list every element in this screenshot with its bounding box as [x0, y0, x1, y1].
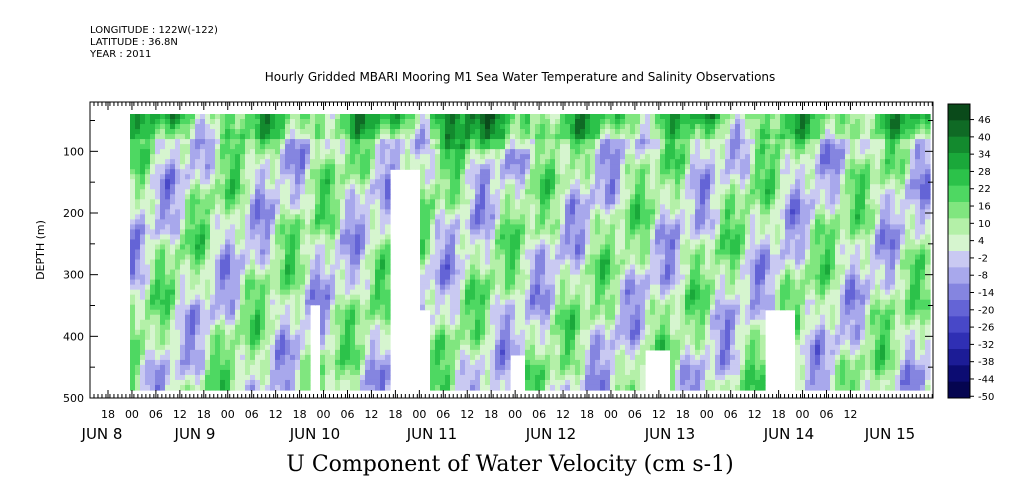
x-day-label: JUN 15	[864, 425, 915, 443]
x-day-label: JUN 14	[763, 425, 814, 443]
x-hour-label: 18	[293, 408, 307, 421]
x-hour-label: 12	[652, 408, 666, 421]
x-hour-label: 06	[724, 408, 738, 421]
x-hour-label: 00	[700, 408, 714, 421]
colorbar-swatch	[948, 332, 970, 350]
colorbar-label: -2	[978, 253, 988, 264]
colorbar-label: -44	[978, 374, 994, 385]
colorbar-label: -50	[978, 392, 994, 403]
x-day-label: JUN 9	[174, 425, 216, 443]
colorbar-swatch	[948, 234, 970, 252]
y-tick-label: 200	[63, 207, 84, 220]
x-hour-label: 06	[245, 408, 259, 421]
x-hour-label: 18	[388, 408, 402, 421]
colorbar-label: 16	[978, 202, 991, 213]
x-hour-label: 00	[796, 408, 810, 421]
colorbar-label: 34	[978, 150, 991, 161]
x-hour-label: 06	[341, 408, 355, 421]
x-day-label: JUN 8	[81, 425, 123, 443]
colorbar-swatch	[948, 267, 970, 285]
x-day-label: JUN 12	[525, 425, 576, 443]
colorbar-swatch	[948, 283, 970, 301]
x-hour-label: 00	[317, 408, 331, 421]
y-tick-label: 300	[63, 269, 84, 282]
x-hour-label: 18	[484, 408, 498, 421]
colorbar-label: -20	[978, 305, 994, 316]
x-day-label: JUN 10	[289, 425, 340, 443]
colorbar-label: -8	[978, 271, 988, 282]
colorbar-label: 22	[978, 184, 991, 195]
heatmap-cells	[130, 114, 931, 391]
colorbar-label: 40	[978, 132, 991, 143]
x-hour-label: 12	[173, 408, 187, 421]
colorbar-label: 4	[978, 236, 984, 247]
colorbar-swatch	[948, 169, 970, 187]
colorbar-swatch	[948, 202, 970, 219]
x-day-label: JUN 13	[644, 425, 695, 443]
x-hour-label: 18	[580, 408, 594, 421]
longitude-label: LONGITUDE : 122W(-122)	[90, 25, 218, 36]
x-hour-label: 06	[436, 408, 450, 421]
x-hour-label: 06	[532, 408, 546, 421]
variable-label: U Component of Water Velocity (cm s-1)	[286, 452, 734, 477]
x-hour-label: 00	[604, 408, 618, 421]
colorbar-label: 10	[978, 219, 991, 230]
colorbar-swatch	[948, 120, 970, 138]
x-hour-label: 06	[149, 408, 163, 421]
x-hour-label: 00	[412, 408, 426, 421]
colorbar-frame	[947, 103, 971, 399]
colorbar-label: -38	[978, 357, 994, 368]
chart-title: Hourly Gridded MBARI Mooring M1 Sea Wate…	[264, 70, 776, 84]
y-axis-label: DEPTH (m)	[34, 220, 47, 280]
x-hour-label: 00	[508, 408, 522, 421]
x-hour-label: 18	[197, 408, 211, 421]
colorbar-swatch	[948, 153, 970, 170]
x-hour-label: 12	[364, 408, 378, 421]
colorbar-label: 46	[978, 115, 991, 126]
x-hour-label: 00	[125, 408, 139, 421]
x-hour-label: 12	[460, 408, 474, 421]
y-tick-label: 100	[63, 145, 84, 158]
colorbar-swatch	[948, 218, 970, 236]
x-hour-label: 18	[676, 408, 690, 421]
y-tick-label: 400	[63, 330, 84, 343]
x-hour-label: 12	[843, 408, 857, 421]
colorbar-swatch	[948, 316, 970, 334]
x-hour-label: 12	[748, 408, 762, 421]
colorbar-swatch	[948, 300, 970, 317]
colorbar-swatch	[948, 365, 970, 383]
x-hour-label: 18	[101, 408, 115, 421]
x-hour-label: 06	[628, 408, 642, 421]
colorbar-swatch	[948, 104, 970, 121]
colorbar-label: -14	[978, 288, 994, 299]
plot-frame	[89, 101, 934, 399]
year-label: YEAR : 2011	[90, 49, 152, 60]
colorbar-label: 28	[978, 167, 991, 178]
x-day-label: JUN 11	[406, 425, 457, 443]
x-hour-label: 06	[820, 408, 834, 421]
x-hour-label: 12	[556, 408, 570, 421]
colorbar-swatch	[948, 136, 970, 154]
y-tick-label: 500	[63, 392, 84, 405]
colorbar-swatch	[948, 381, 970, 399]
colorbar-label: -26	[978, 323, 994, 334]
colorbar-swatch	[948, 185, 970, 203]
colorbar-label: -32	[978, 340, 994, 351]
colorbar-swatch	[948, 251, 970, 268]
latitude-label: LATITUDE : 36.8N	[90, 37, 178, 48]
x-hour-label: 18	[772, 408, 786, 421]
x-hour-label: 00	[221, 408, 235, 421]
x-hour-label: 12	[269, 408, 283, 421]
colorbar-swatch	[948, 349, 970, 366]
